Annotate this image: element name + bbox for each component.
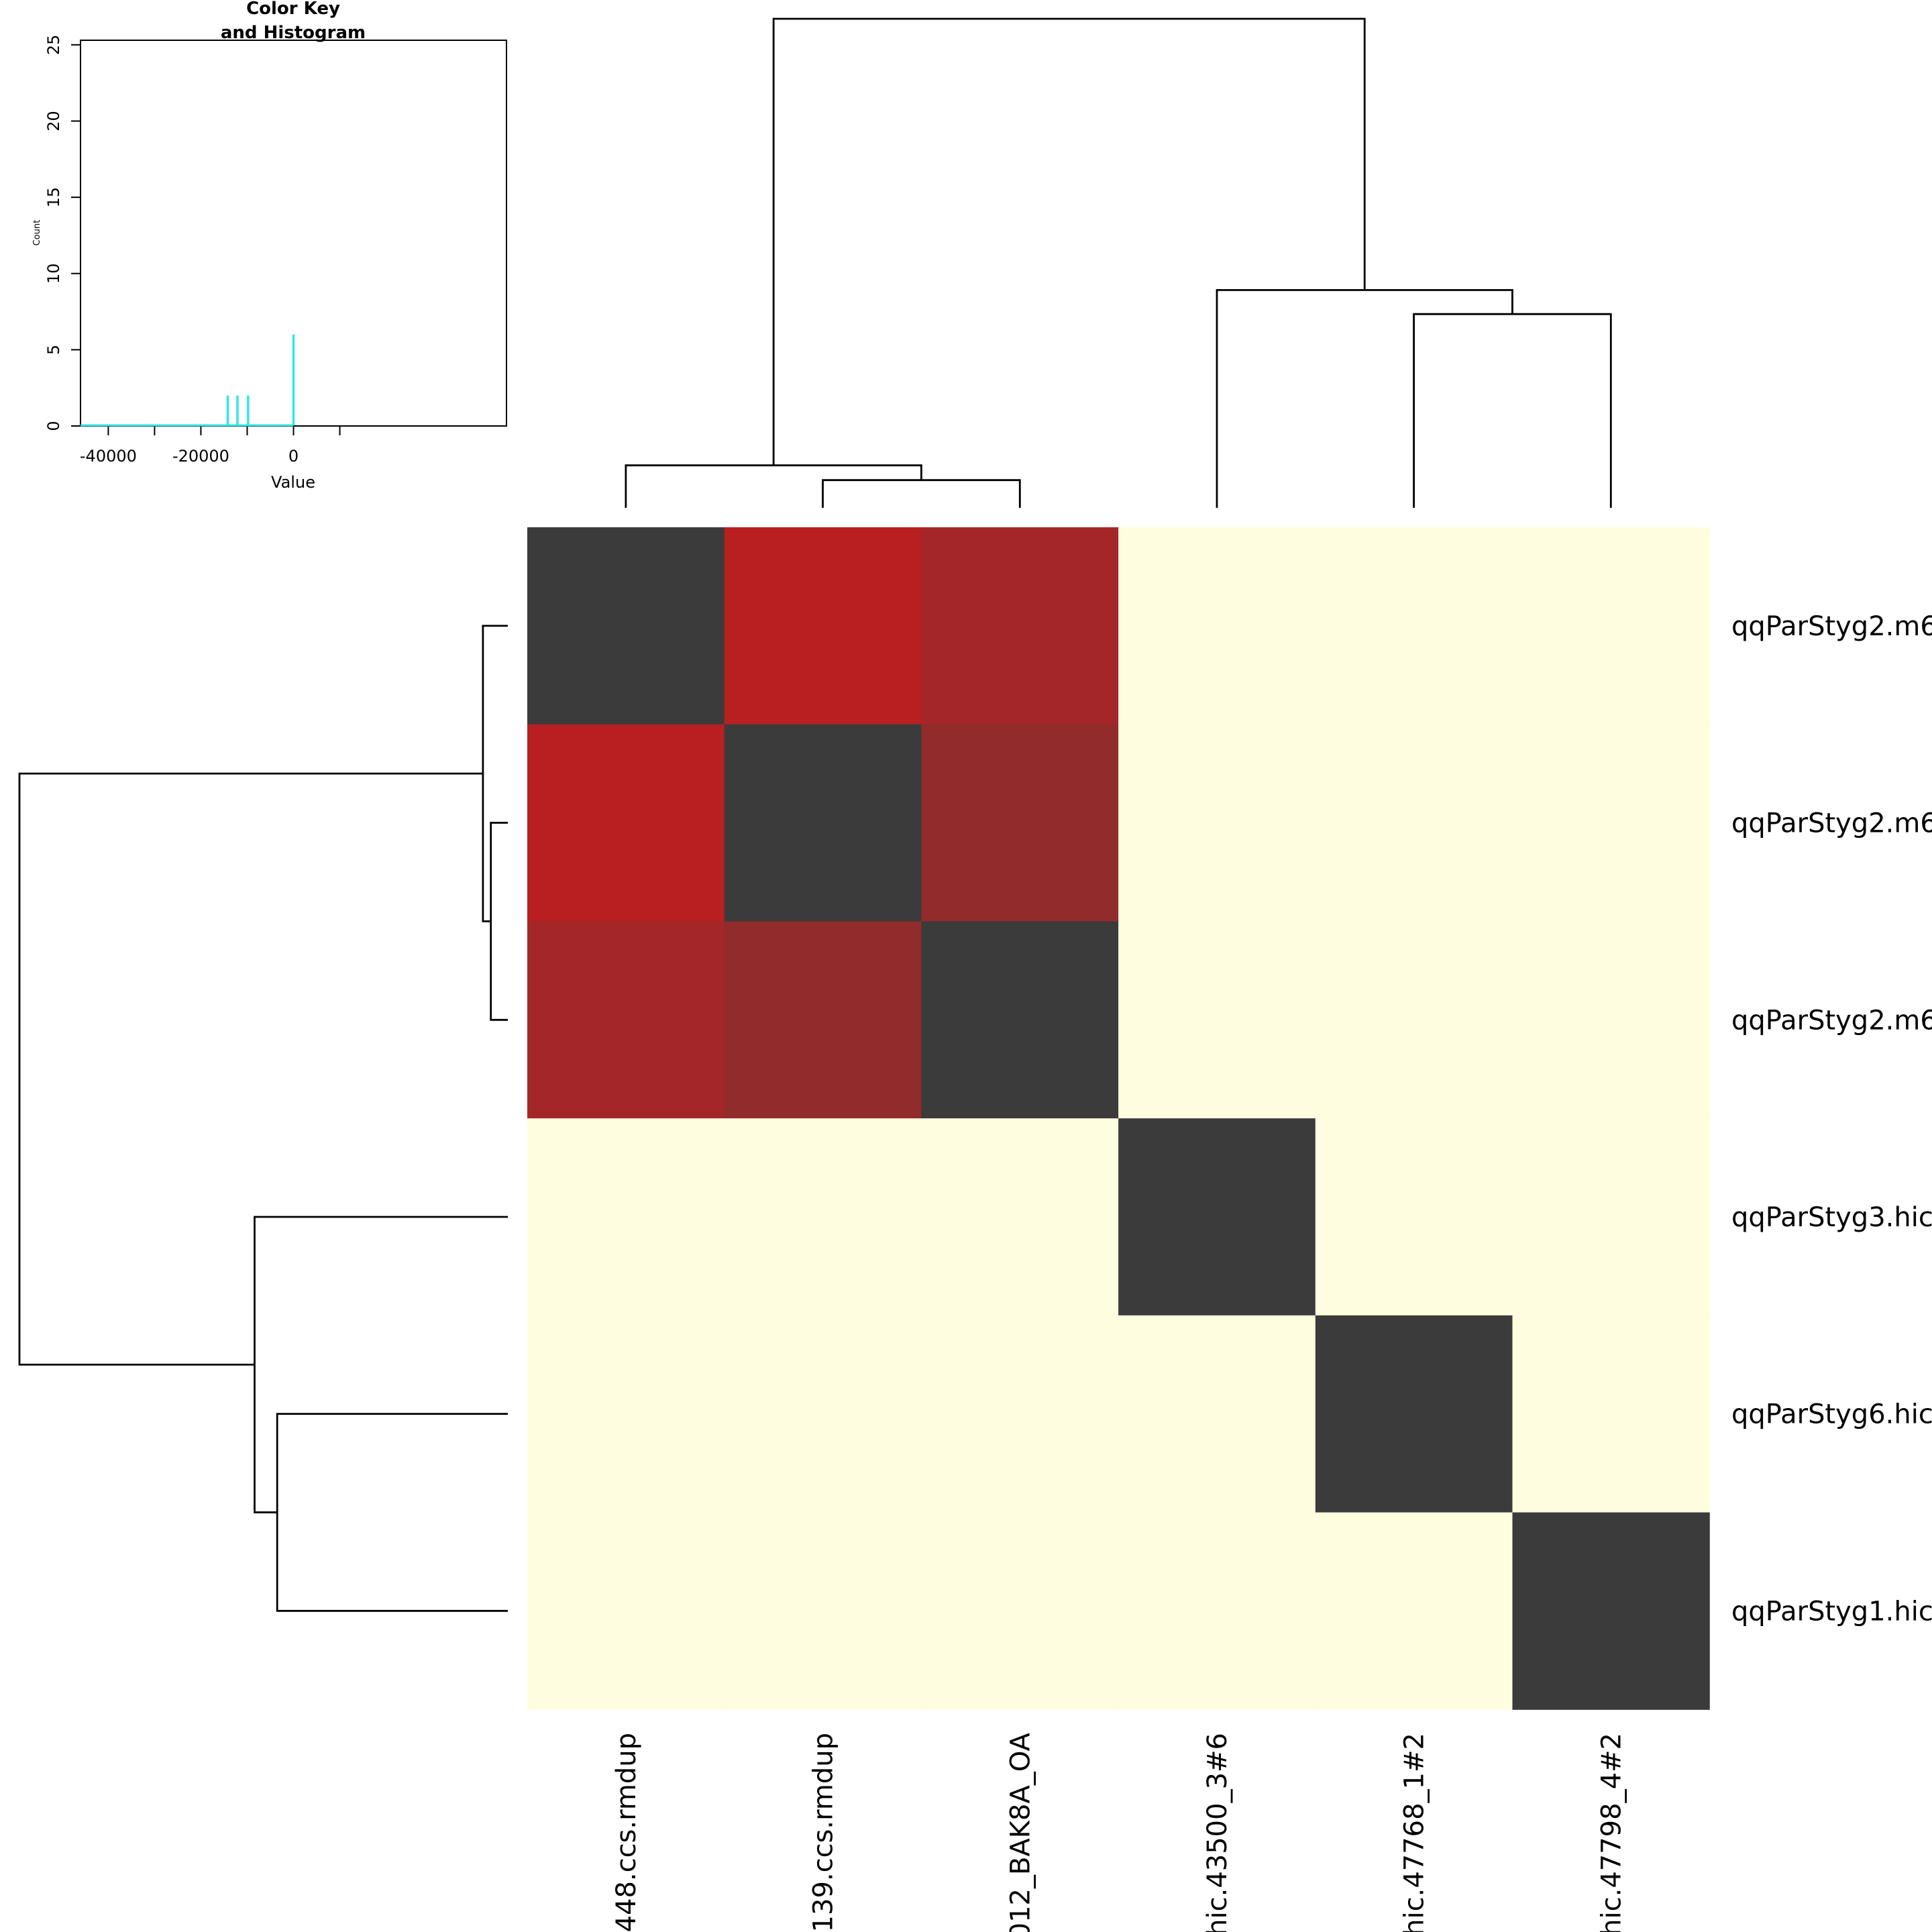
- column-label: hic.47798_4#2: [1596, 1733, 1627, 1932]
- heatmap-cell-r6-c5: [1315, 1512, 1513, 1710]
- column-dendrogram-branch-2: [625, 464, 922, 508]
- color-key-axes: -40000 -20000 0 0 5 10 15 20 25: [44, 35, 341, 466]
- color-key: Color Key and Histogram Value Count: [32, 0, 507, 492]
- heatmap-cell-r1-c6: [1512, 527, 1710, 725]
- column-dendrogram-branch-3: [1413, 313, 1612, 508]
- color-key-x-tick-label: -20000: [172, 447, 229, 466]
- color-key-y-tick-label: 20: [44, 111, 63, 131]
- heatmap-cell-r6-c6: [1512, 1512, 1710, 1710]
- heatmap-cell-r2-c6: [1512, 724, 1710, 922]
- row-dendrogram-branch-3: [276, 1413, 508, 1612]
- color-key-y-tick-label: 25: [44, 35, 63, 56]
- row-label: qqParStyg2.m6: [1731, 1005, 1932, 1036]
- row-dendrogram-branch-4: [254, 1216, 508, 1513]
- color-key-y-tick-label: 5: [44, 345, 63, 355]
- heatmap-cells: [527, 527, 1710, 1710]
- row-dendrogram: [18, 625, 508, 1612]
- color-key-histogram: [80, 334, 295, 427]
- color-key-xlabel: Value: [271, 473, 315, 492]
- heatmap-cell-r3-c4: [1118, 921, 1316, 1119]
- row-label: qqParStyg1.hic: [1731, 1596, 1932, 1627]
- heatmap-cell-r4-c1: [527, 1118, 725, 1316]
- heatmap-cell-r1-c3: [921, 527, 1119, 725]
- heatmap-cell-r4-c5: [1315, 1118, 1513, 1316]
- column-dendrogram-branch-1: [822, 479, 1021, 508]
- color-key-title: Color Key: [246, 0, 340, 19]
- column-dendrogram: [625, 17, 1612, 508]
- heatmap-cell-r5-c6: [1512, 1315, 1710, 1513]
- heatmap-cell-r4-c6: [1512, 1118, 1710, 1316]
- column-label: hic.43500_3#6: [1202, 1733, 1233, 1932]
- heatmap-cell-r2-c1: [527, 724, 725, 922]
- column-label: 139.ccs.rmdup: [808, 1733, 839, 1932]
- heatmap-cell-r3-c2: [724, 921, 922, 1119]
- heatmap-cell-r2-c2: [724, 724, 922, 922]
- color-key-y-tick-label: 10: [44, 263, 63, 284]
- heatmap-cell-r2-c3: [921, 724, 1119, 922]
- heatmap-cell-r5-c5: [1315, 1315, 1513, 1513]
- heatmap-cell-r1-c2: [724, 527, 922, 725]
- row-dendrogram-branch-5: [18, 772, 483, 1366]
- column-labels: 448.ccs.rmdup 139.ccs.rmdup 012_BAK8A_OA hi…: [611, 1732, 1627, 1932]
- color-key-y-tick-label: 0: [44, 421, 63, 431]
- row-label: qqParStyg2.m6: [1731, 808, 1932, 839]
- color-key-ylabel: Count: [32, 220, 42, 246]
- heatmap-cell-r5-c3: [921, 1315, 1119, 1513]
- row-label: qqParStyg6.hic: [1731, 1399, 1932, 1430]
- color-key-x-tick-label: -40000: [80, 447, 137, 466]
- heatmap-cell-r6-c1: [527, 1512, 725, 1710]
- color-key-y-tick-label: 15: [44, 187, 63, 208]
- row-dendrogram-branch-1: [490, 822, 508, 1021]
- heatmap-cell-r5-c4: [1118, 1315, 1316, 1513]
- heatmap-cell-r2-c4: [1118, 724, 1316, 922]
- row-dendrogram-branch-2: [482, 625, 508, 922]
- heatmap-cell-r1-c1: [527, 527, 725, 725]
- column-dendrogram-branch-4: [1216, 289, 1513, 508]
- heatmap-cell-r6-c4: [1118, 1512, 1316, 1710]
- heatmap-cell-r2-c5: [1315, 724, 1513, 922]
- column-label: 012_BAK8A_OA: [1005, 1732, 1036, 1932]
- column-dendrogram-branch-5: [772, 17, 1366, 466]
- heatmap-cell-r3-c5: [1315, 921, 1513, 1119]
- heatmap-cell-r1-c4: [1118, 527, 1316, 725]
- heatmap-cell-r1-c5: [1315, 527, 1513, 725]
- heatmap-cell-r3-c6: [1512, 921, 1710, 1119]
- heatmap-cell-r3-c1: [527, 921, 725, 1119]
- heatmap-cell-r4-c4: [1118, 1118, 1316, 1316]
- color-key-x-tick-label: 0: [288, 447, 299, 466]
- column-label: hic.47768_1#2: [1399, 1733, 1430, 1932]
- row-label: qqParStyg2.m6: [1731, 611, 1932, 642]
- heatmap-cell-r5-c1: [527, 1315, 725, 1513]
- heatmap-cell-r5-c2: [724, 1315, 922, 1513]
- row-label: qqParStyg3.hic: [1731, 1202, 1932, 1233]
- column-label: 448.ccs.rmdup: [611, 1733, 642, 1932]
- heatmap-cell-r6-c3: [921, 1512, 1119, 1710]
- row-labels: qqParStyg2.m6 qqParStyg2.m6 qqParStyg2.m6 q…: [1731, 611, 1932, 1627]
- heatmap-cell-r3-c3: [921, 921, 1119, 1119]
- heatmap-cell-r4-c2: [724, 1118, 922, 1316]
- heatmap-cell-r4-c3: [921, 1118, 1119, 1316]
- heatmap-cell-r6-c2: [724, 1512, 922, 1710]
